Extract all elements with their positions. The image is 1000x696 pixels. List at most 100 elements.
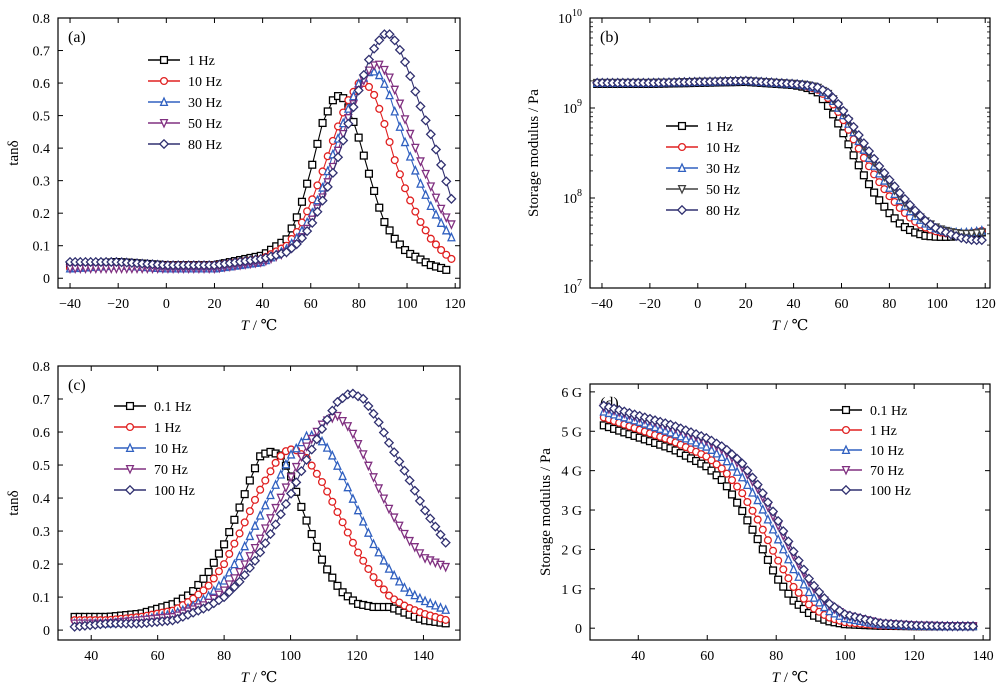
data-point <box>410 143 420 154</box>
data-point <box>358 515 368 526</box>
data-point <box>229 581 240 593</box>
data-point <box>364 564 373 573</box>
legend-marker <box>841 405 851 415</box>
data-point <box>261 476 270 485</box>
data-point <box>379 494 389 505</box>
data-point <box>431 240 441 249</box>
data-point <box>395 240 404 249</box>
x-tick-label: 60 <box>304 297 318 312</box>
data-point <box>742 479 752 490</box>
y-tick-label: 0.4 <box>33 492 51 507</box>
data-point <box>798 564 809 575</box>
data-point <box>296 452 306 463</box>
data-point <box>441 604 451 614</box>
x-tick-label: 0 <box>694 297 701 312</box>
y-tick-label: 0.7 <box>33 393 51 408</box>
data-point <box>323 107 332 116</box>
data-point <box>701 441 711 451</box>
data-point <box>686 434 696 445</box>
panel-label: (b) <box>600 29 619 46</box>
data-point <box>379 554 389 565</box>
x-tick-label: −20 <box>639 297 661 312</box>
data-point <box>374 69 384 80</box>
data-point <box>812 82 823 93</box>
data-point <box>301 225 313 237</box>
data-point <box>286 448 296 459</box>
legend-marker <box>125 464 135 475</box>
data-point <box>281 458 291 469</box>
data-point <box>885 209 894 218</box>
data-point <box>819 593 830 604</box>
data-point <box>421 189 431 199</box>
data-point <box>419 505 431 516</box>
legend-marker <box>125 442 135 453</box>
data-point <box>440 537 451 548</box>
data-point <box>220 540 229 549</box>
data-point <box>214 549 223 558</box>
data-point <box>209 558 218 567</box>
x-tick-label: 80 <box>352 297 366 312</box>
data-point <box>717 451 727 462</box>
data-point <box>789 563 798 574</box>
data-point <box>230 539 239 548</box>
data-point <box>779 565 788 574</box>
data-point <box>441 562 451 573</box>
data-point <box>411 207 420 216</box>
data-point <box>234 576 245 587</box>
x-tick-label: 120 <box>347 649 368 664</box>
data-point <box>374 35 385 46</box>
data-point <box>743 497 752 507</box>
data-point <box>404 475 415 486</box>
data-point <box>773 533 783 544</box>
data-point <box>400 115 410 125</box>
data-point <box>266 514 275 524</box>
data-point <box>291 238 302 250</box>
y-axis-label: Storage modulus / Pa <box>526 89 542 217</box>
data-point <box>727 476 737 485</box>
data-point <box>853 129 864 141</box>
data-point <box>316 423 328 435</box>
legend-marker <box>676 204 688 216</box>
data-point <box>430 144 442 155</box>
data-point <box>685 427 697 438</box>
data-point <box>400 184 410 193</box>
data-point <box>353 504 363 515</box>
legend-marker <box>677 121 687 131</box>
data-point <box>441 176 452 187</box>
data-point <box>307 217 318 229</box>
data-point <box>431 193 441 204</box>
data-point <box>368 408 379 419</box>
data-point <box>244 562 255 574</box>
data-point <box>838 105 849 116</box>
data-point <box>256 485 265 494</box>
data-point <box>384 29 395 40</box>
y-tick-label: 2 G <box>561 543 582 558</box>
data-point <box>405 586 415 597</box>
data-point <box>214 590 224 601</box>
data-point <box>343 528 352 537</box>
data-point <box>229 558 239 569</box>
legend-label: 1 Hz <box>154 421 181 436</box>
legend: 0.1 Hz 1 Hz 10 Hz 70 Hz 100 Hz <box>114 400 195 499</box>
series-1 <box>593 76 986 238</box>
x-tick-label: 80 <box>217 649 231 664</box>
legend: 1 Hz 10 Hz 30 Hz 50 Hz 80 Hz <box>148 54 222 153</box>
data-point <box>758 525 767 534</box>
data-point <box>874 161 885 172</box>
data-point <box>839 609 850 620</box>
data-point <box>875 196 884 205</box>
data-point <box>843 113 854 124</box>
x-tick-label: 80 <box>769 649 783 664</box>
data-point <box>416 157 425 167</box>
data-point <box>676 430 686 441</box>
data-point <box>680 425 691 436</box>
data-point <box>706 435 717 446</box>
data-point <box>390 156 399 165</box>
legend-label: 10 Hz <box>706 141 740 156</box>
data-point <box>721 444 732 455</box>
data-point <box>307 529 316 539</box>
y-tick-label: 0.6 <box>33 77 51 92</box>
x-axis-label: T / ℃ <box>772 318 809 334</box>
data-point <box>368 43 380 54</box>
data-point <box>415 101 426 112</box>
